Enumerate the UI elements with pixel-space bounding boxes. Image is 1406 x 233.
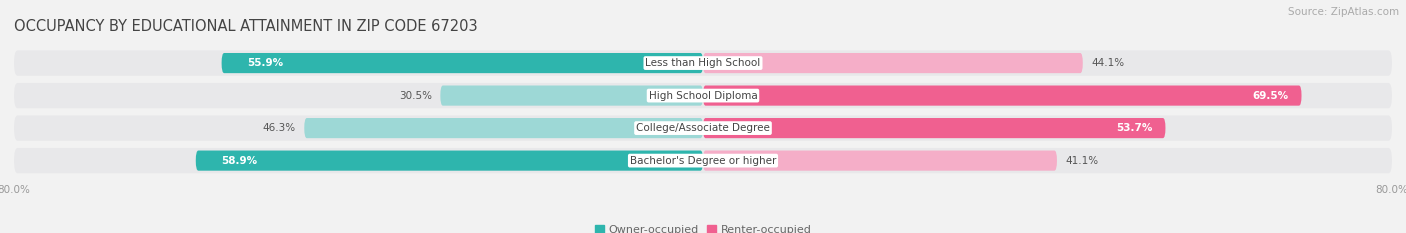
Text: College/Associate Degree: College/Associate Degree [636,123,770,133]
Text: Source: ZipAtlas.com: Source: ZipAtlas.com [1288,7,1399,17]
FancyBboxPatch shape [14,83,1392,108]
Text: 55.9%: 55.9% [247,58,284,68]
Text: 69.5%: 69.5% [1253,91,1289,101]
Text: 58.9%: 58.9% [222,156,257,166]
FancyBboxPatch shape [703,151,1057,171]
Text: 41.1%: 41.1% [1066,156,1098,166]
FancyBboxPatch shape [703,118,1166,138]
FancyBboxPatch shape [14,115,1392,141]
FancyBboxPatch shape [703,86,1302,106]
Text: Bachelor's Degree or higher: Bachelor's Degree or higher [630,156,776,166]
FancyBboxPatch shape [14,148,1392,173]
FancyBboxPatch shape [703,53,1083,73]
Text: 46.3%: 46.3% [263,123,295,133]
Text: Less than High School: Less than High School [645,58,761,68]
Text: High School Diploma: High School Diploma [648,91,758,101]
FancyBboxPatch shape [304,118,703,138]
FancyBboxPatch shape [440,86,703,106]
FancyBboxPatch shape [222,53,703,73]
Legend: Owner-occupied, Renter-occupied: Owner-occupied, Renter-occupied [591,220,815,233]
FancyBboxPatch shape [14,50,1392,76]
Text: 53.7%: 53.7% [1116,123,1153,133]
Text: OCCUPANCY BY EDUCATIONAL ATTAINMENT IN ZIP CODE 67203: OCCUPANCY BY EDUCATIONAL ATTAINMENT IN Z… [14,19,478,34]
FancyBboxPatch shape [195,151,703,171]
Text: 30.5%: 30.5% [399,91,432,101]
Text: 44.1%: 44.1% [1091,58,1125,68]
